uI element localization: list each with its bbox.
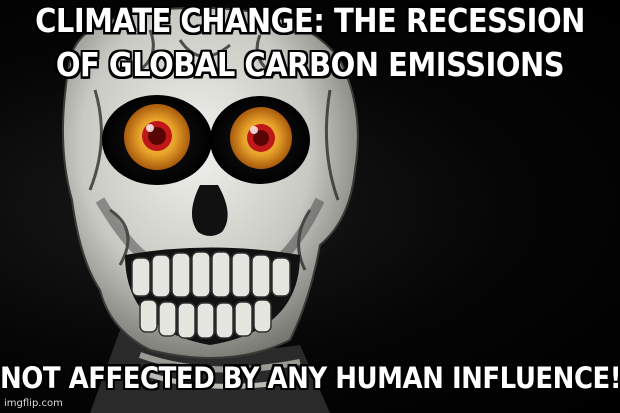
nose-cavity <box>191 185 228 236</box>
watermark: imgflip.com <box>4 398 63 409</box>
teeth <box>125 247 300 345</box>
bottom-caption: NOT AFFECTED BY ANY HUMAN INFLUENCE! <box>0 362 620 396</box>
left-eye <box>124 104 190 170</box>
right-eye <box>230 107 292 169</box>
top-caption-line-1: CLIMATE CHANGE: THE RECESSION <box>35 1 585 41</box>
top-caption-line-2: OF GLOBAL CARBON EMISSIONS <box>55 45 565 85</box>
